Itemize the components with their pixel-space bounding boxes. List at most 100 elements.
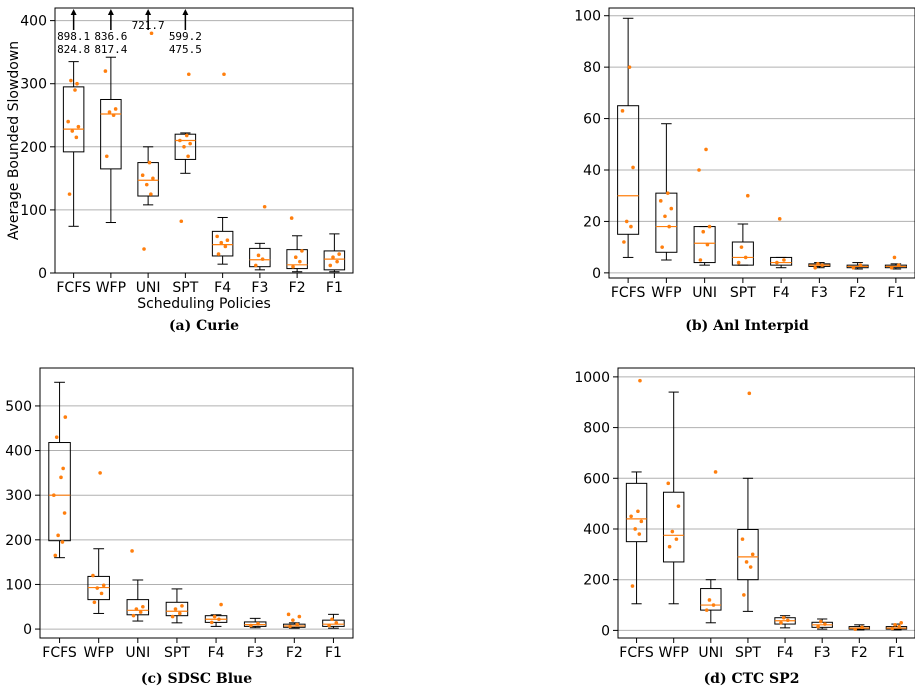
data-point — [860, 625, 864, 630]
data-point — [98, 471, 102, 475]
box-FCFS — [48, 381, 71, 559]
data-point — [633, 527, 638, 531]
data-point — [820, 263, 824, 267]
x-tick-label: FCFS — [42, 645, 77, 661]
data-point — [750, 552, 755, 557]
data-point — [334, 621, 339, 625]
data-point — [151, 176, 155, 181]
y-axis-label: Average Bounded Slowdown — [6, 41, 22, 240]
data-point — [212, 614, 217, 619]
data-point — [899, 620, 904, 625]
data-point — [182, 145, 186, 149]
data-point — [289, 216, 294, 220]
data-point — [620, 109, 625, 113]
data-point — [75, 81, 79, 86]
data-point — [658, 199, 663, 203]
x-tick-label: WFP — [651, 285, 681, 301]
data-point — [103, 69, 108, 73]
data-point — [743, 255, 748, 260]
x-tick-label: SPT — [730, 285, 756, 301]
box-SPT — [731, 193, 754, 266]
data-point — [178, 138, 182, 143]
data-point — [74, 135, 79, 140]
y-tick-label: 0 — [38, 266, 47, 282]
iqr-box — [625, 482, 648, 543]
data-point — [704, 608, 709, 612]
chart-panel-c: 0 100 200 300 400 500 FCFS WFP UNI SPT F4 F3 F2 F1 (c)… — [5, 367, 354, 687]
data-point — [637, 532, 642, 536]
data-point — [141, 604, 145, 609]
box-UNI — [700, 470, 722, 624]
data-point — [291, 618, 295, 622]
box-F3 — [811, 618, 833, 630]
data-point — [56, 533, 60, 538]
box-UNI — [126, 549, 150, 622]
box-FCFS — [617, 17, 640, 258]
data-point — [777, 217, 782, 221]
iqr-box — [731, 241, 754, 266]
data-point — [225, 238, 230, 242]
y-tick-label: 800 — [583, 421, 610, 437]
x-tick-label: UNI — [125, 645, 150, 661]
box-WFP — [87, 471, 110, 614]
data-point — [54, 435, 59, 439]
iqr-box — [137, 162, 159, 197]
x-tick-label: F4 — [214, 280, 231, 296]
offscale-value-label: 898.1 — [57, 30, 90, 43]
data-point — [92, 600, 97, 605]
box-F3 — [249, 204, 271, 271]
data-point — [223, 244, 228, 249]
x-tick-label: F3 — [247, 645, 264, 661]
panel-caption: (d) CTC SP2 — [704, 671, 800, 687]
data-point — [629, 224, 633, 229]
box-FCFS — [625, 378, 648, 605]
data-point — [300, 249, 304, 253]
iqr-box — [211, 230, 234, 257]
data-point — [638, 378, 642, 383]
data-point — [63, 415, 68, 419]
data-point — [111, 113, 116, 118]
iqr-box — [662, 491, 685, 563]
data-point — [70, 129, 75, 133]
data-point — [219, 240, 224, 245]
x-tick-label: UNI — [136, 280, 161, 296]
data-point — [144, 182, 149, 187]
data-point — [775, 260, 779, 265]
iqr-box — [322, 619, 345, 627]
box-F1 — [322, 613, 345, 629]
data-point — [180, 604, 184, 608]
box-F4 — [211, 72, 234, 265]
data-point — [335, 259, 339, 264]
data-point — [99, 591, 104, 596]
data-point — [663, 214, 667, 219]
box-F1 — [323, 233, 346, 273]
x-tick-label: F1 — [326, 280, 343, 296]
x-tick-label: F1 — [325, 645, 342, 661]
data-point — [188, 141, 192, 146]
data-point — [186, 72, 191, 77]
data-point — [698, 258, 703, 262]
x-tick-label: UNI — [692, 285, 717, 301]
data-point — [260, 257, 265, 261]
data-point — [330, 617, 334, 622]
data-point — [253, 263, 258, 268]
y-tick-label: 20 — [583, 214, 601, 230]
data-point — [69, 78, 73, 83]
data-point — [853, 627, 858, 631]
x-tick-label: UNI — [698, 645, 723, 661]
box-F2 — [286, 216, 308, 273]
data-point — [858, 263, 863, 267]
x-axis-label: Scheduling Policies — [137, 296, 271, 312]
x-tick-label: SPT — [164, 645, 190, 661]
data-point — [101, 583, 106, 588]
data-point — [331, 255, 335, 260]
data-point — [209, 620, 214, 625]
data-point — [889, 265, 894, 270]
panel-caption: (a) Curie — [169, 318, 239, 334]
data-point — [745, 193, 750, 198]
data-point — [639, 519, 644, 524]
data-point — [328, 263, 333, 268]
data-point — [636, 509, 640, 514]
